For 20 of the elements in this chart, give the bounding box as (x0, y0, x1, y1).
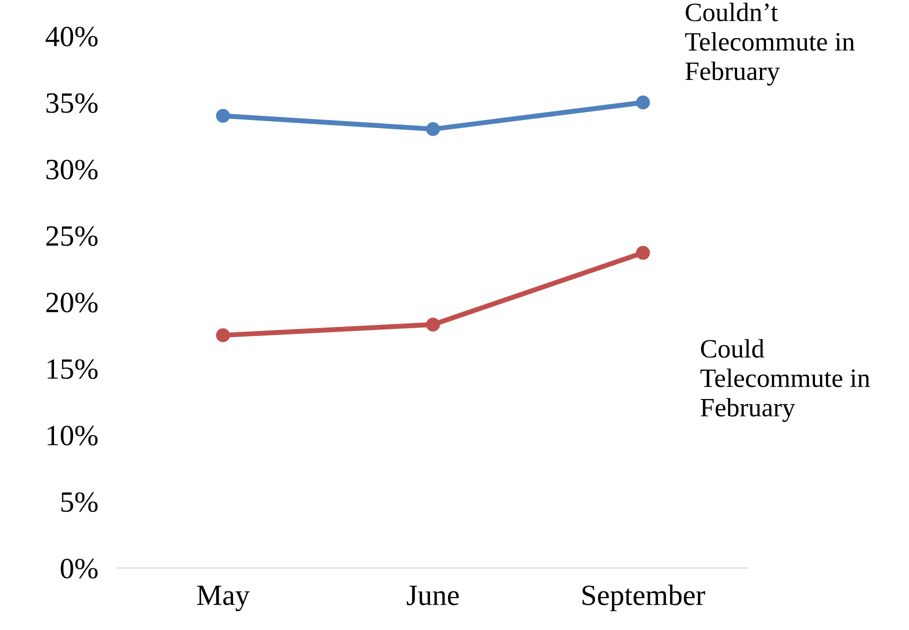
point (216, 108, 230, 123)
y-tick-label: 25% (46, 226, 98, 246)
y-tick-label: 10% (48, 426, 98, 446)
x-tick-label: June (406, 586, 459, 606)
y-tick-label: 20% (46, 292, 98, 312)
y-tick-label: 5% (61, 492, 98, 512)
y-tick-label: 15% (48, 359, 98, 379)
series-label: Couldn’t Telecommute in February (685, 2, 855, 86)
y-tick-label: 40% (46, 26, 98, 46)
x-tick-label: September (582, 584, 706, 612)
point (216, 328, 230, 342)
point (636, 96, 650, 110)
text: Could Telecommute in February (700, 339, 870, 422)
y-tick-label: 30% (46, 160, 98, 180)
y-tick-label: 35% (46, 93, 98, 113)
point (636, 246, 650, 260)
point (426, 122, 440, 136)
y-tick-label: 0% (60, 558, 98, 578)
point (426, 318, 440, 332)
x-tick-label: May (197, 586, 250, 612)
